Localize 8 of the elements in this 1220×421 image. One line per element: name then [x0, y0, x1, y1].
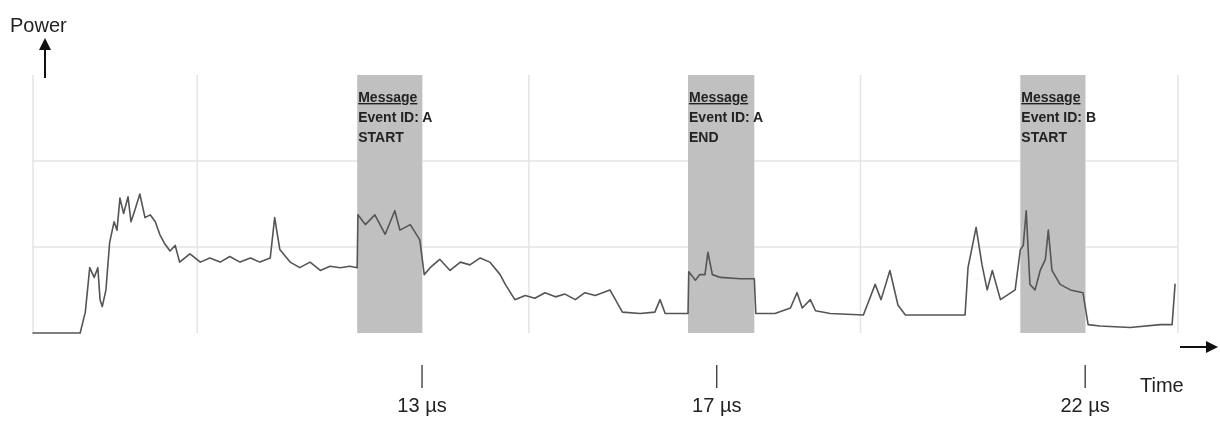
- x-tick-label: 17 µs: [692, 394, 742, 416]
- x-tick-label: 22 µs: [1060, 394, 1110, 416]
- x-tick-label: 13 µs: [397, 394, 447, 416]
- text: Power: [10, 14, 68, 36]
- band-label: Message Event ID: A START: [358, 89, 433, 145]
- band-label: Message Event ID: B START: [1021, 89, 1097, 145]
- band-label: Message Event ID: A END: [689, 89, 764, 145]
- x-axis-title: Time: [1140, 374, 1184, 396]
